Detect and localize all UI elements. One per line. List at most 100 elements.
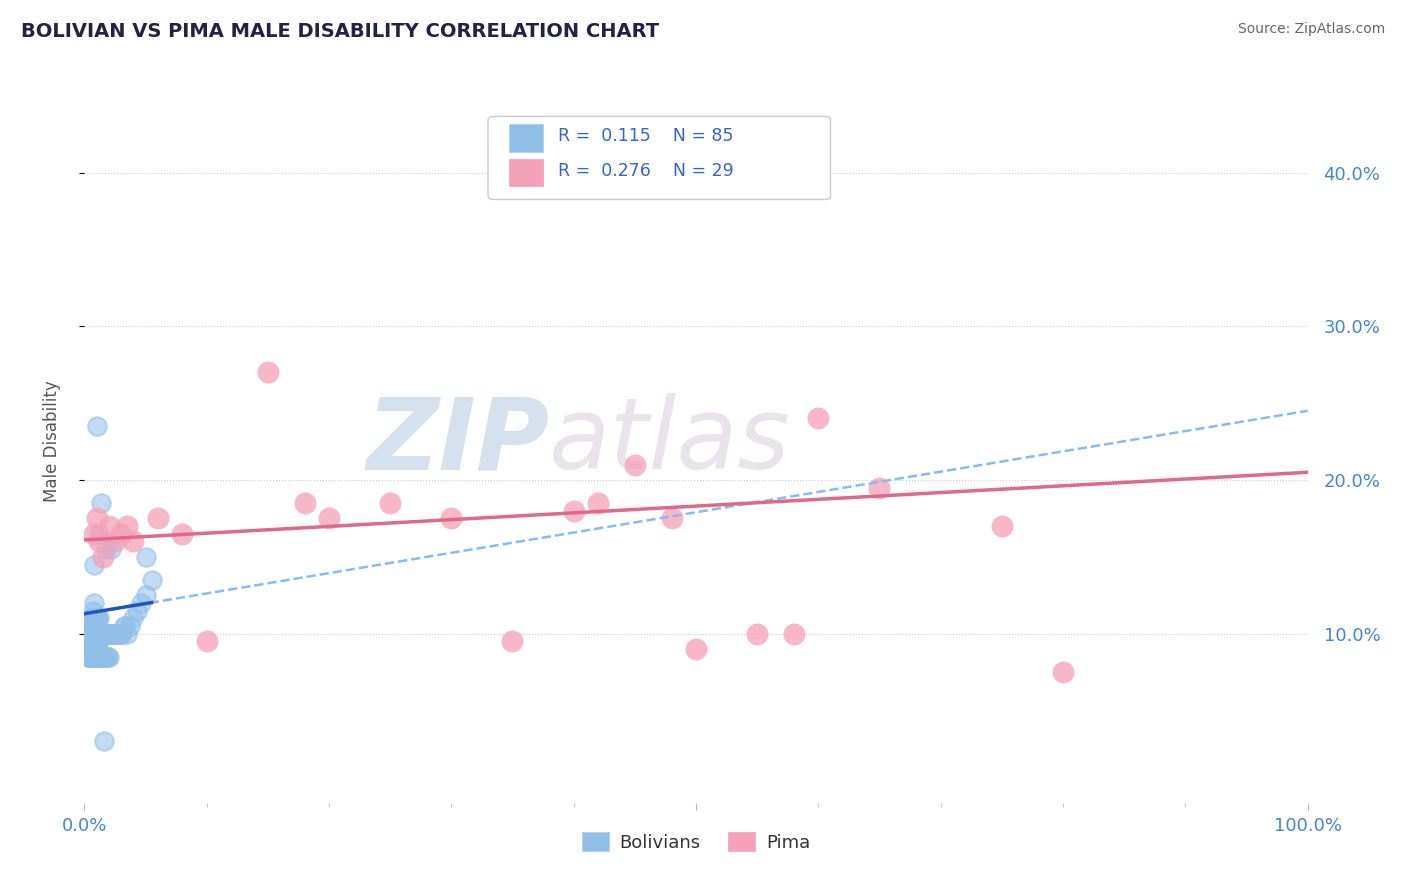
Point [100, 626, 122, 640]
Point [1052, 665, 1074, 680]
Point [82, 642, 104, 657]
Point [685, 642, 707, 657]
Point [89, 626, 111, 640]
Point [79, 611, 101, 625]
Point [125, 604, 148, 618]
Point [135, 549, 157, 564]
Point [83, 642, 105, 657]
Point [87, 634, 110, 648]
Point [105, 626, 128, 640]
Text: atlas: atlas [550, 393, 790, 490]
Point [93, 626, 115, 640]
Text: BOLIVIAN VS PIMA MALE DISABILITY CORRELATION CHART: BOLIVIAN VS PIMA MALE DISABILITY CORRELA… [21, 22, 659, 41]
Point [380, 496, 402, 510]
Point [86, 419, 108, 434]
Point [440, 511, 463, 525]
Text: ZIP: ZIP [366, 393, 550, 490]
Point [80, 642, 103, 657]
Point [93, 734, 115, 748]
Point [110, 526, 132, 541]
Point [87, 526, 110, 541]
Point [104, 626, 127, 640]
Point [146, 511, 169, 525]
Text: R =  0.276    N = 29: R = 0.276 N = 29 [558, 161, 734, 179]
Point [91, 649, 114, 664]
Point [624, 458, 647, 472]
Point [807, 411, 830, 425]
Point [86, 511, 108, 525]
Point [783, 626, 806, 640]
Point [586, 496, 609, 510]
Point [90, 649, 112, 664]
Point [80, 649, 103, 664]
Point [87, 634, 110, 648]
Point [110, 626, 132, 640]
Point [77, 649, 100, 664]
Point [112, 619, 135, 633]
Point [118, 619, 141, 633]
Point [103, 626, 125, 640]
FancyBboxPatch shape [488, 117, 831, 200]
Point [79, 634, 101, 648]
Point [77, 649, 100, 664]
Point [96, 542, 118, 557]
Point [82, 626, 104, 640]
Point [80, 626, 103, 640]
Point [84, 649, 107, 664]
Point [83, 526, 105, 541]
Point [79, 649, 101, 664]
Point [87, 611, 110, 625]
Point [111, 626, 134, 640]
Point [84, 642, 107, 657]
Y-axis label: Male Disability: Male Disability [42, 381, 60, 502]
Point [93, 649, 115, 664]
Point [77, 634, 100, 648]
Point [94, 649, 117, 664]
Point [87, 649, 110, 664]
Point [83, 649, 105, 664]
Point [77, 619, 100, 633]
Point [82, 649, 104, 664]
Point [114, 619, 136, 633]
Point [91, 626, 114, 640]
Point [77, 642, 100, 657]
Point [122, 534, 145, 549]
Point [83, 596, 105, 610]
Point [97, 519, 120, 533]
Point [141, 573, 163, 587]
Point [86, 649, 108, 664]
Point [747, 626, 769, 640]
Point [97, 626, 120, 640]
Point [79, 619, 101, 633]
Text: R =  0.115    N = 85: R = 0.115 N = 85 [558, 127, 734, 145]
Point [195, 634, 218, 648]
Point [318, 511, 340, 525]
Point [86, 611, 108, 625]
Point [562, 504, 585, 518]
Point [90, 626, 112, 640]
Point [294, 496, 316, 510]
Point [869, 481, 891, 495]
Point [96, 626, 118, 640]
Point [108, 626, 131, 640]
Point [89, 649, 111, 664]
Point [77, 626, 100, 640]
Point [97, 626, 120, 640]
Point [83, 626, 105, 640]
Point [91, 549, 114, 564]
Point [87, 534, 110, 549]
FancyBboxPatch shape [509, 124, 543, 152]
Point [84, 626, 107, 640]
Point [98, 626, 121, 640]
Point [77, 626, 100, 640]
Point [79, 642, 101, 657]
Point [101, 626, 124, 640]
Point [90, 496, 112, 510]
Point [87, 649, 110, 664]
FancyBboxPatch shape [509, 159, 543, 186]
Point [104, 534, 127, 549]
Point [172, 526, 194, 541]
Point [129, 596, 152, 610]
Point [86, 642, 108, 657]
Point [115, 519, 138, 533]
